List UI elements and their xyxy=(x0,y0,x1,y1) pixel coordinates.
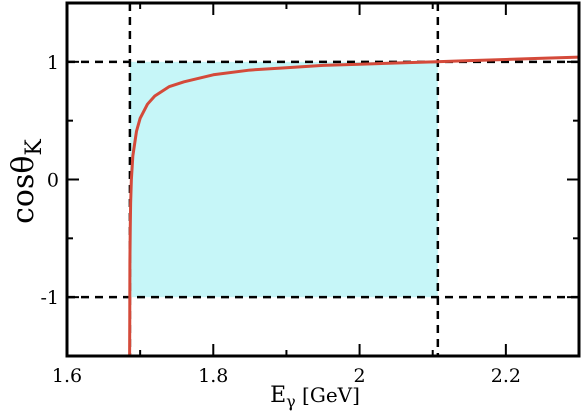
x-axis-label-sub: γ xyxy=(286,392,296,411)
x-tick-label: 1.8 xyxy=(198,365,228,387)
y-tick-label: 0 xyxy=(47,170,59,192)
x-tick-label: 2 xyxy=(354,365,366,387)
x-tick-label: 1.6 xyxy=(52,365,82,387)
axis-ticks: 1.6 1.8 2 2.2 -1 0 1 xyxy=(40,3,579,387)
series-line-0 xyxy=(128,55,579,356)
x-axis-label: Eγ [GeV] xyxy=(270,383,360,411)
y-tick-label: 1 xyxy=(47,52,59,74)
allowed-region xyxy=(129,61,438,298)
x-tick-label: 2.2 xyxy=(491,365,521,387)
x-axis-label-unit: [GeV] xyxy=(296,383,360,407)
axis-labels: Eγ [GeV] cosθK xyxy=(6,139,360,411)
y-axis-label-main: cosθ xyxy=(6,156,41,224)
x-axis-label-main: E xyxy=(270,383,286,408)
y-tick-label: -1 xyxy=(40,287,59,309)
region-layer xyxy=(129,61,438,298)
series-layer xyxy=(128,55,579,356)
y-axis-label: cosθK xyxy=(6,139,47,224)
y-axis-label-sub: K xyxy=(22,139,47,156)
